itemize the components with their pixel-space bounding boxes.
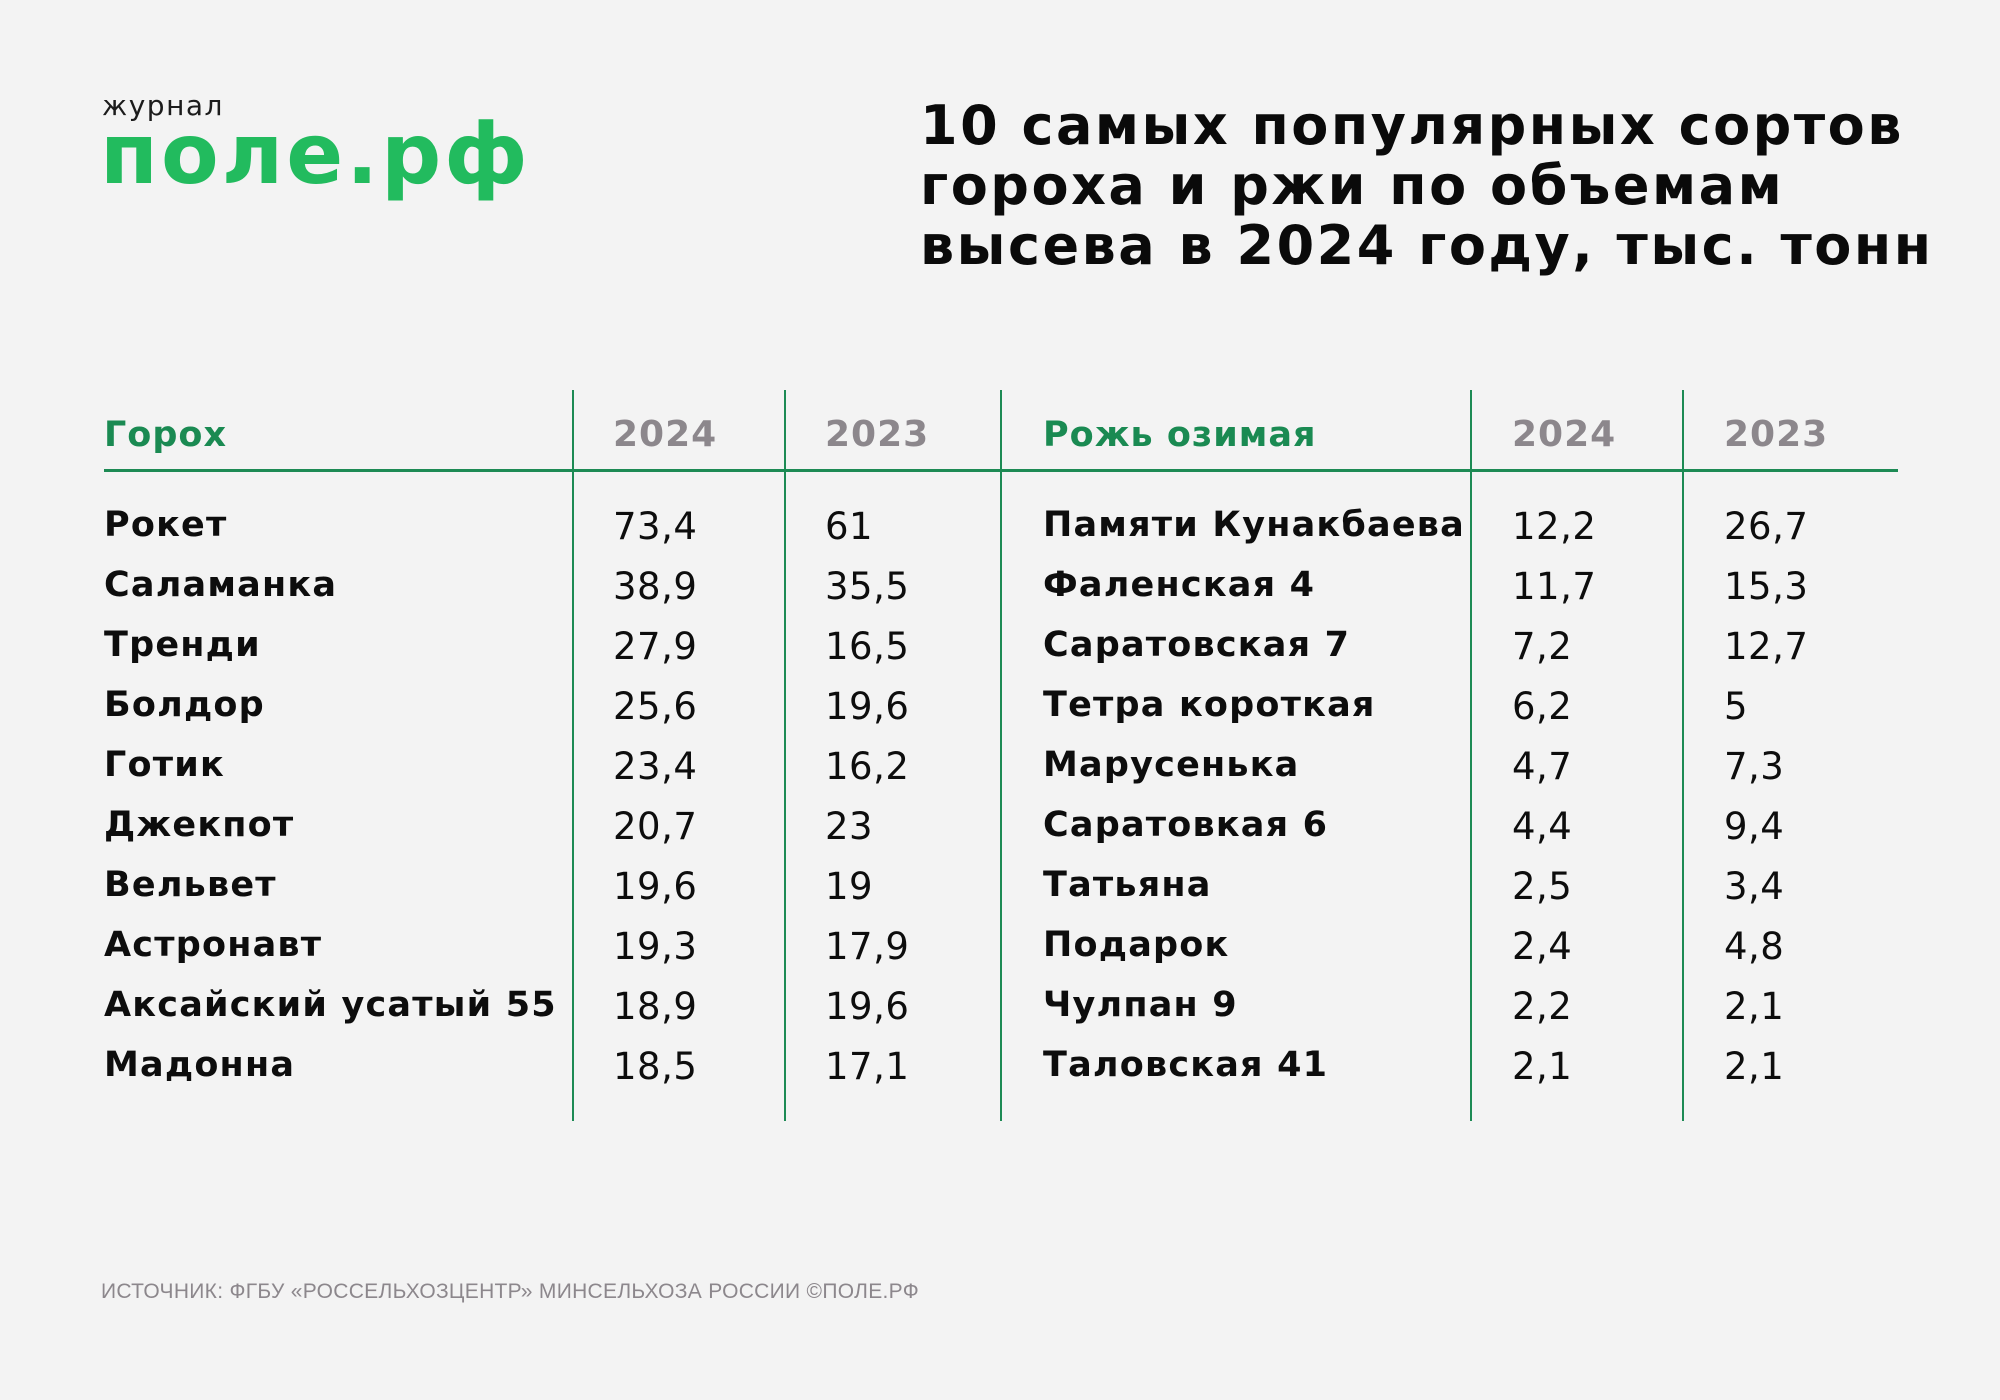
column-divider (572, 390, 574, 1121)
rye-variety-name: Чулпан 9 (1043, 985, 1238, 1025)
pea-variety-name: Готик (104, 745, 225, 785)
rye-value-2023: 7,3 (1724, 745, 1785, 788)
pea-value-2024: 23,4 (613, 745, 698, 788)
pea-value-2024: 18,9 (613, 985, 698, 1028)
rye-year-2024-header: 2024 (1512, 414, 1617, 455)
pea-variety-name: Болдор (104, 685, 265, 725)
rye-value-2024: 4,7 (1512, 745, 1573, 788)
pea-value-2023: 16,5 (825, 625, 910, 668)
pea-value-2024: 25,6 (613, 685, 698, 728)
pea-value-2023: 61 (825, 505, 874, 548)
rye-value-2023: 9,4 (1724, 805, 1785, 848)
rye-value-2023: 3,4 (1724, 865, 1785, 908)
header-divider (104, 469, 1898, 472)
rye-variety-name: Саратовская 7 (1043, 625, 1351, 665)
peas-year-2023-header: 2023 (825, 414, 930, 455)
rye-variety-name: Подарок (1043, 925, 1230, 965)
pea-variety-name: Саламанка (104, 565, 338, 605)
rye-value-2023: 4,8 (1724, 925, 1785, 968)
pea-value-2024: 73,4 (613, 505, 698, 548)
pea-value-2024: 19,3 (613, 925, 698, 968)
rye-value-2024: 2,4 (1512, 925, 1573, 968)
rye-value-2024: 12,2 (1512, 505, 1597, 548)
rye-value-2024: 2,2 (1512, 985, 1573, 1028)
pea-value-2024: 19,6 (613, 865, 698, 908)
logo-wordmark: поле.рф (100, 105, 531, 203)
rye-value-2023: 5 (1724, 685, 1749, 728)
pea-variety-name: Вельвет (104, 865, 277, 905)
rye-variety-name: Памяти Кунакбаева (1043, 505, 1465, 545)
rye-value-2024: 4,4 (1512, 805, 1573, 848)
pea-value-2023: 19,6 (825, 985, 910, 1028)
title-line-3: высева в 2024 году, тыс. тонн (920, 214, 1934, 277)
rye-year-2023-header: 2023 (1724, 414, 1829, 455)
rye-value-2024: 6,2 (1512, 685, 1573, 728)
pea-variety-name: Астронавт (104, 925, 323, 965)
logo-subtitle: журнал (102, 89, 224, 122)
pea-value-2023: 16,2 (825, 745, 910, 788)
pea-variety-name: Тренди (104, 625, 261, 665)
rye-variety-name: Тетра короткая (1043, 685, 1376, 725)
rye-variety-name: Татьяна (1043, 865, 1212, 905)
pea-value-2024: 38,9 (613, 565, 698, 608)
rye-variety-name: Таловская 41 (1043, 1045, 1329, 1085)
peas-year-2024-header: 2024 (613, 414, 718, 455)
source-note: ИСТОЧНИК: ФГБУ «РОССЕЛЬХОЗЦЕНТР» МИНСЕЛЬ… (101, 1280, 919, 1303)
rye-value-2024: 11,7 (1512, 565, 1597, 608)
page-title: 10 самых популярных сортов гороха и ржи … (920, 96, 1980, 276)
column-divider (1470, 390, 1472, 1121)
pea-value-2023: 19,6 (825, 685, 910, 728)
pea-value-2024: 27,9 (613, 625, 698, 668)
pea-value-2023: 19 (825, 865, 874, 908)
pea-variety-name: Мадонна (104, 1045, 296, 1085)
rye-header: Рожь озимая (1043, 415, 1317, 455)
pea-value-2024: 18,5 (613, 1045, 698, 1088)
column-divider (784, 390, 786, 1121)
pea-value-2023: 17,9 (825, 925, 910, 968)
pea-variety-name: Джекпот (104, 805, 295, 845)
column-divider (1000, 390, 1002, 1121)
pea-value-2023: 35,5 (825, 565, 910, 608)
rye-variety-name: Саратовкая 6 (1043, 805, 1329, 845)
rye-variety-name: Фаленская 4 (1043, 565, 1316, 605)
rye-variety-name: Марусенька (1043, 745, 1300, 785)
rye-value-2023: 2,1 (1724, 1045, 1785, 1088)
pea-value-2023: 17,1 (825, 1045, 910, 1088)
pea-variety-name: Рокет (104, 505, 228, 545)
rye-value-2023: 2,1 (1724, 985, 1785, 1028)
rye-value-2023: 15,3 (1724, 565, 1809, 608)
peas-header: Горох (104, 415, 228, 455)
pea-variety-name: Аксайский усатый 55 (104, 985, 557, 1025)
rye-value-2024: 2,5 (1512, 865, 1573, 908)
pea-value-2024: 20,7 (613, 805, 698, 848)
rye-value-2024: 7,2 (1512, 625, 1573, 668)
rye-value-2023: 12,7 (1724, 625, 1809, 668)
pea-value-2023: 23 (825, 805, 874, 848)
rye-value-2023: 26,7 (1724, 505, 1809, 548)
title-line-1: 10 самых популярных сортов (920, 94, 1904, 157)
column-divider (1682, 390, 1684, 1121)
title-line-2: гороха и ржи по объемам (920, 154, 1785, 217)
rye-value-2024: 2,1 (1512, 1045, 1573, 1088)
